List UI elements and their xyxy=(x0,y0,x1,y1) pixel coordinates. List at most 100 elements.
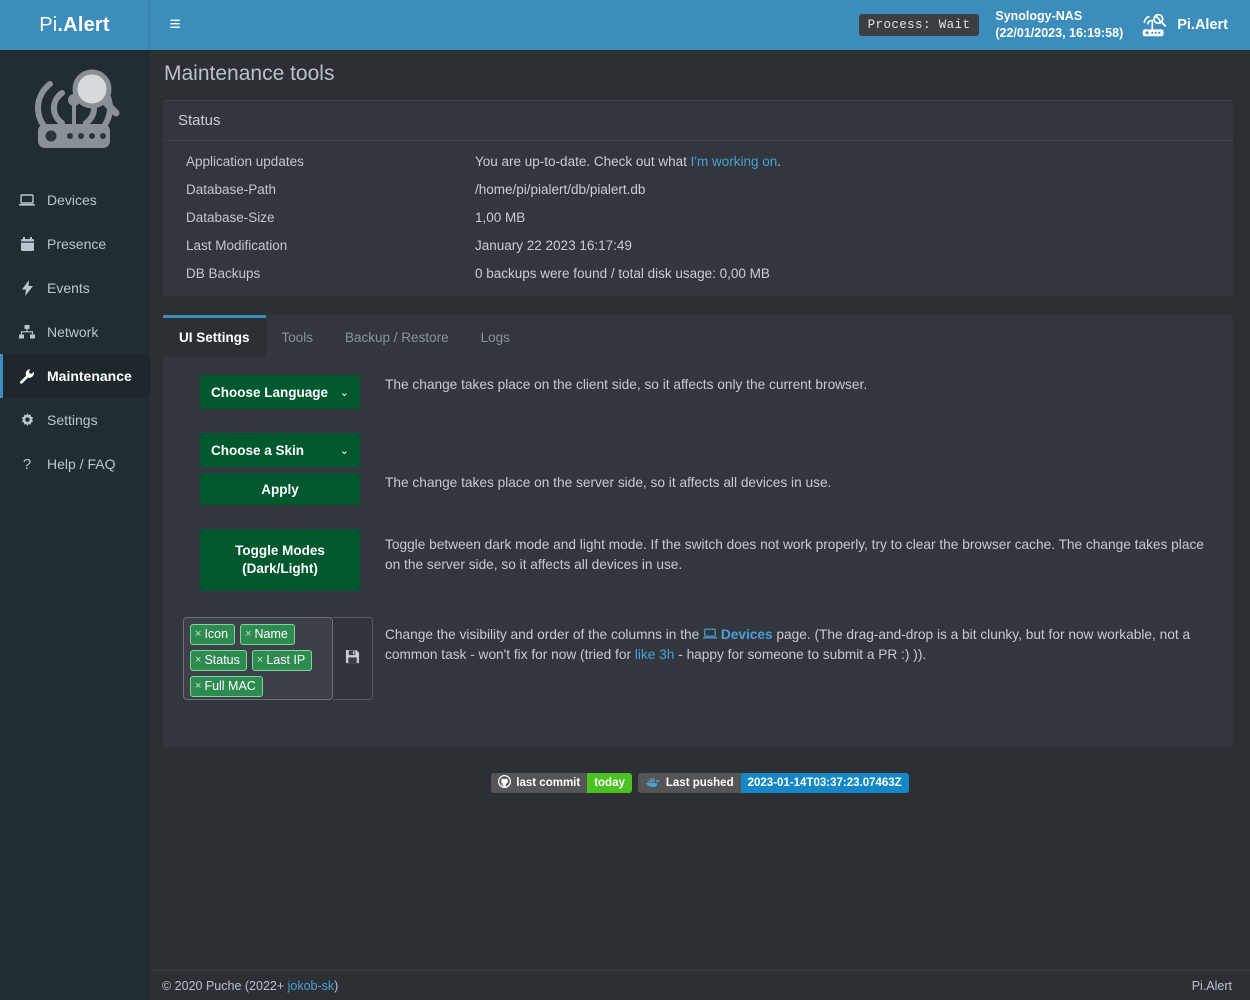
tab-logs[interactable]: Logs xyxy=(480,330,510,345)
save-columns-button[interactable] xyxy=(333,617,373,700)
wrench-icon xyxy=(17,368,37,384)
sidebar-item-label: Presence xyxy=(47,236,107,252)
table-row: Database-Path /home/pi/pialert/db/pialer… xyxy=(163,175,1233,203)
calendar-icon xyxy=(17,236,37,252)
sidebar: Devices Presence Events Network Maintena… xyxy=(0,50,150,1000)
columns-desc-part2: page. (The drag-and-drop is a bit clunky… xyxy=(385,627,1191,662)
brand-logo[interactable]: Pi.Alert xyxy=(0,0,150,50)
footer-brand: Pi.Alert xyxy=(1191,978,1232,993)
close-icon[interactable]: × xyxy=(195,654,202,666)
sidebar-item-network[interactable]: Network xyxy=(0,310,150,354)
like-3h-link[interactable]: like 3h xyxy=(634,646,675,662)
tab-ui-settings[interactable]: UI Settings xyxy=(163,315,266,357)
copyright-suffix: ) xyxy=(334,978,339,993)
sidebar-item-label: Maintenance xyxy=(47,368,132,384)
process-status-badge: Process: Wait xyxy=(858,14,980,36)
tab-backup-restore[interactable]: Backup / Restore xyxy=(345,330,449,345)
last-pushed-badge-left: Last pushed xyxy=(637,773,741,793)
close-icon[interactable]: × xyxy=(245,628,252,640)
tab-panel-ui-settings: Choose Language ⌄ The change takes place… xyxy=(163,357,1233,747)
status-key: Database-Size xyxy=(186,209,275,225)
list-item[interactable]: × Icon xyxy=(190,624,236,645)
question-icon: ? xyxy=(22,455,32,473)
status-key: Database-Path xyxy=(186,181,277,197)
user-block[interactable]: Pi.Alert xyxy=(1139,12,1228,38)
table-row: Database-Size 1,00 MB xyxy=(163,203,1233,231)
table-row: Last Modification January 22 2023 16:17:… xyxy=(163,231,1233,259)
status-value: /home/pi/pialert/db/pialert.db xyxy=(475,181,646,197)
menu-toggle-icon[interactable]: ≡ xyxy=(169,14,181,35)
list-item[interactable]: × Full MAC xyxy=(190,676,263,697)
tab-bar: UI Settings Tools Backup / Restore Logs xyxy=(163,315,1233,357)
sitemap-icon xyxy=(17,325,37,339)
copyright-text: © 2020 Puche (2022+ jokob-sk) xyxy=(162,979,338,993)
apply-button[interactable]: Apply xyxy=(200,473,360,505)
docker-icon xyxy=(645,776,661,791)
close-icon[interactable]: × xyxy=(195,628,202,640)
list-item[interactable]: × Status xyxy=(190,650,247,671)
status-value-text-after: . xyxy=(777,153,782,169)
top-header: Pi.Alert ≡ Process: Wait Synology-NAS (2… xyxy=(0,0,1250,50)
skin-control: Choose a Skin ⌄ Apply xyxy=(163,433,385,505)
choose-skin-label: Choose a Skin xyxy=(211,442,305,458)
toggle-modes-button[interactable]: Toggle Modes (Dark/Light) xyxy=(200,529,360,591)
toggle-control: Toggle Modes (Dark/Light) xyxy=(163,529,385,591)
sidebar-item-maintenance[interactable]: Maintenance xyxy=(0,354,150,398)
chip-label: Icon xyxy=(204,627,229,641)
toggle-modes-row: Toggle Modes (Dark/Light) Toggle between… xyxy=(163,529,1233,591)
sidebar-item-events[interactable]: Events xyxy=(0,266,150,310)
sidebar-menu: Devices Presence Events Network Maintena… xyxy=(0,178,150,486)
list-item[interactable]: × Name xyxy=(240,624,295,645)
status-key: Application updates xyxy=(186,153,304,169)
brand-prefix: Pi xyxy=(39,13,58,36)
status-value: 0 backups were found / total disk usage:… xyxy=(475,265,770,281)
tabs-section: UI Settings Tools Backup / Restore Logs … xyxy=(163,315,1233,747)
list-item[interactable]: × Last IP xyxy=(251,650,313,671)
status-value: You are up-to-date. Check out what I'm w… xyxy=(475,147,1233,175)
sidebar-item-settings[interactable]: Settings xyxy=(0,398,150,442)
columns-description: Change the visibility and order of the c… xyxy=(385,617,1233,665)
columns-row: × Icon × Name × Status × Last IP × Full MAC xyxy=(163,617,1233,700)
language-control: Choose Language ⌄ xyxy=(163,375,385,409)
sidebar-item-presence[interactable]: Presence xyxy=(0,222,150,266)
close-icon[interactable]: × xyxy=(256,654,264,666)
devices-inline-icon xyxy=(703,627,718,642)
working-on-link[interactable]: I'm working on xyxy=(690,153,778,169)
sidebar-item-help-faq[interactable]: ? Help / FAQ xyxy=(0,442,150,486)
last-pushed-label: Last pushed xyxy=(665,777,734,789)
gear-icon xyxy=(17,412,37,428)
sidebar-logo xyxy=(0,50,150,170)
github-icon xyxy=(498,775,512,791)
status-panel-body: Application updates You are up-to-date. … xyxy=(163,141,1233,296)
columns-chip-list[interactable]: × Icon × Name × Status × Last IP × Full MAC xyxy=(183,617,333,700)
last-commit-badge[interactable]: last commit today xyxy=(491,773,632,793)
toggle-modes-line1: Toggle Modes xyxy=(235,542,325,558)
status-table: Application updates You are up-to-date. … xyxy=(163,147,1233,287)
author-link[interactable]: jokob-sk xyxy=(287,978,335,993)
sidebar-item-label: Devices xyxy=(47,192,97,208)
nas-info: Synology-NAS (22/01/2023, 16:19:58) xyxy=(995,8,1123,42)
status-panel-heading: Status xyxy=(163,101,1233,141)
close-icon[interactable]: × xyxy=(195,680,202,692)
tab-tools[interactable]: Tools xyxy=(281,330,314,345)
status-value: 1,00 MB xyxy=(475,209,526,225)
devices-page-link[interactable]: Devices xyxy=(720,627,773,642)
router-scan-icon xyxy=(1139,12,1169,38)
navbar: ≡ Process: Wait Synology-NAS (22/01/2023… xyxy=(150,0,1250,50)
chevron-down-icon: ⌄ xyxy=(339,444,349,457)
last-pushed-badge[interactable]: Last pushed 2023-01-14T03:37:23.07463Z xyxy=(637,773,909,793)
skin-row: Choose a Skin ⌄ Apply The change takes p… xyxy=(163,433,1233,505)
choose-language-select[interactable]: Choose Language ⌄ xyxy=(200,375,360,409)
chip-label: Last IP xyxy=(266,653,306,667)
skin-description: The change takes place on the server sid… xyxy=(385,475,832,490)
nas-timestamp: (22/01/2023, 16:19:58) xyxy=(995,26,1124,40)
choose-skin-select[interactable]: Choose a Skin ⌄ xyxy=(200,433,360,467)
nas-name: Synology-NAS xyxy=(995,9,1083,24)
brand-text: Pi.Alert xyxy=(39,14,110,37)
sidebar-item-label: Help / FAQ xyxy=(47,456,116,472)
sidebar-item-devices[interactable]: Devices xyxy=(0,178,150,222)
user-name: Pi.Alert xyxy=(1177,17,1228,33)
columns-chips-area: × Icon × Name × Status × Last IP × Full MAC xyxy=(183,617,385,700)
columns-desc-part1: Change the visibility and order of the c… xyxy=(385,627,704,642)
toggle-modes-description: Toggle between dark mode and light mode.… xyxy=(385,537,1204,572)
